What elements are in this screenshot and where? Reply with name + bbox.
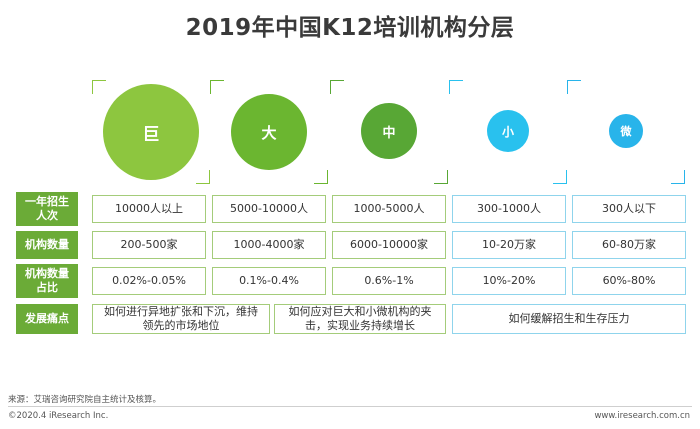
row-header-share: 机构数量占比 [16,264,78,298]
corner-bracket [434,170,448,184]
corner-bracket [567,80,581,94]
students-large: 5000-10000人 [212,195,326,223]
count-giant: 200-500家 [92,231,206,259]
tier-micro-circle: 微 [609,114,643,148]
row-header-count: 机构数量 [16,231,78,259]
tier-small-circle: 小 [487,110,529,152]
count-medium: 6000-10000家 [332,231,446,259]
pain-point-giant: 如何进行异地扩张和下沉，维持领先的市场地位 [92,304,270,334]
copyright: ©2020.4 iResearch Inc. [8,411,109,421]
tier-large-circle: 大 [231,94,307,170]
tier-small-tile: 小 [449,80,567,184]
share-micro: 60%-80% [572,267,686,295]
share-small: 10%-20% [452,267,566,295]
pain-point-small-micro: 如何缓解招生和生存压力 [452,304,686,334]
count-micro: 60-80万家 [572,231,686,259]
tier-medium-tile: 中 [330,80,448,184]
students-small: 300-1000人 [452,195,566,223]
students-micro: 300人以下 [572,195,686,223]
count-small: 10-20万家 [452,231,566,259]
tier-micro-tile: 微 [567,80,685,184]
website-link[interactable]: www.iresearch.com.cn [594,411,690,421]
footer-divider [8,406,692,407]
share-medium: 0.6%-1% [332,267,446,295]
corner-bracket [210,80,224,94]
corner-bracket [449,80,463,94]
row-header-students: 一年招生人次 [16,192,78,226]
corner-bracket [196,170,210,184]
corner-bracket [553,170,567,184]
students-giant: 10000人以上 [92,195,206,223]
tier-giant-tile: 巨 [92,80,210,184]
share-giant: 0.02%-0.05% [92,267,206,295]
tier-medium-circle: 中 [361,103,417,159]
pain-point-large-medium: 如何应对巨大和小微机构的夹击，实现业务持续增长 [274,304,446,334]
corner-bracket [92,80,106,94]
row-header-pain-points: 发展痛点 [16,304,78,334]
students-medium: 1000-5000人 [332,195,446,223]
tier-large-tile: 大 [210,80,328,184]
corner-bracket [330,80,344,94]
share-large: 0.1%-0.4% [212,267,326,295]
count-large: 1000-4000家 [212,231,326,259]
source-note: 来源：艾瑞咨询研究院自主统计及核算。 [8,395,162,405]
tier-giant-circle: 巨 [103,84,199,180]
corner-bracket [314,170,328,184]
corner-bracket [671,170,685,184]
page-title: 2019年中国K12培训机构分层 [185,15,515,41]
